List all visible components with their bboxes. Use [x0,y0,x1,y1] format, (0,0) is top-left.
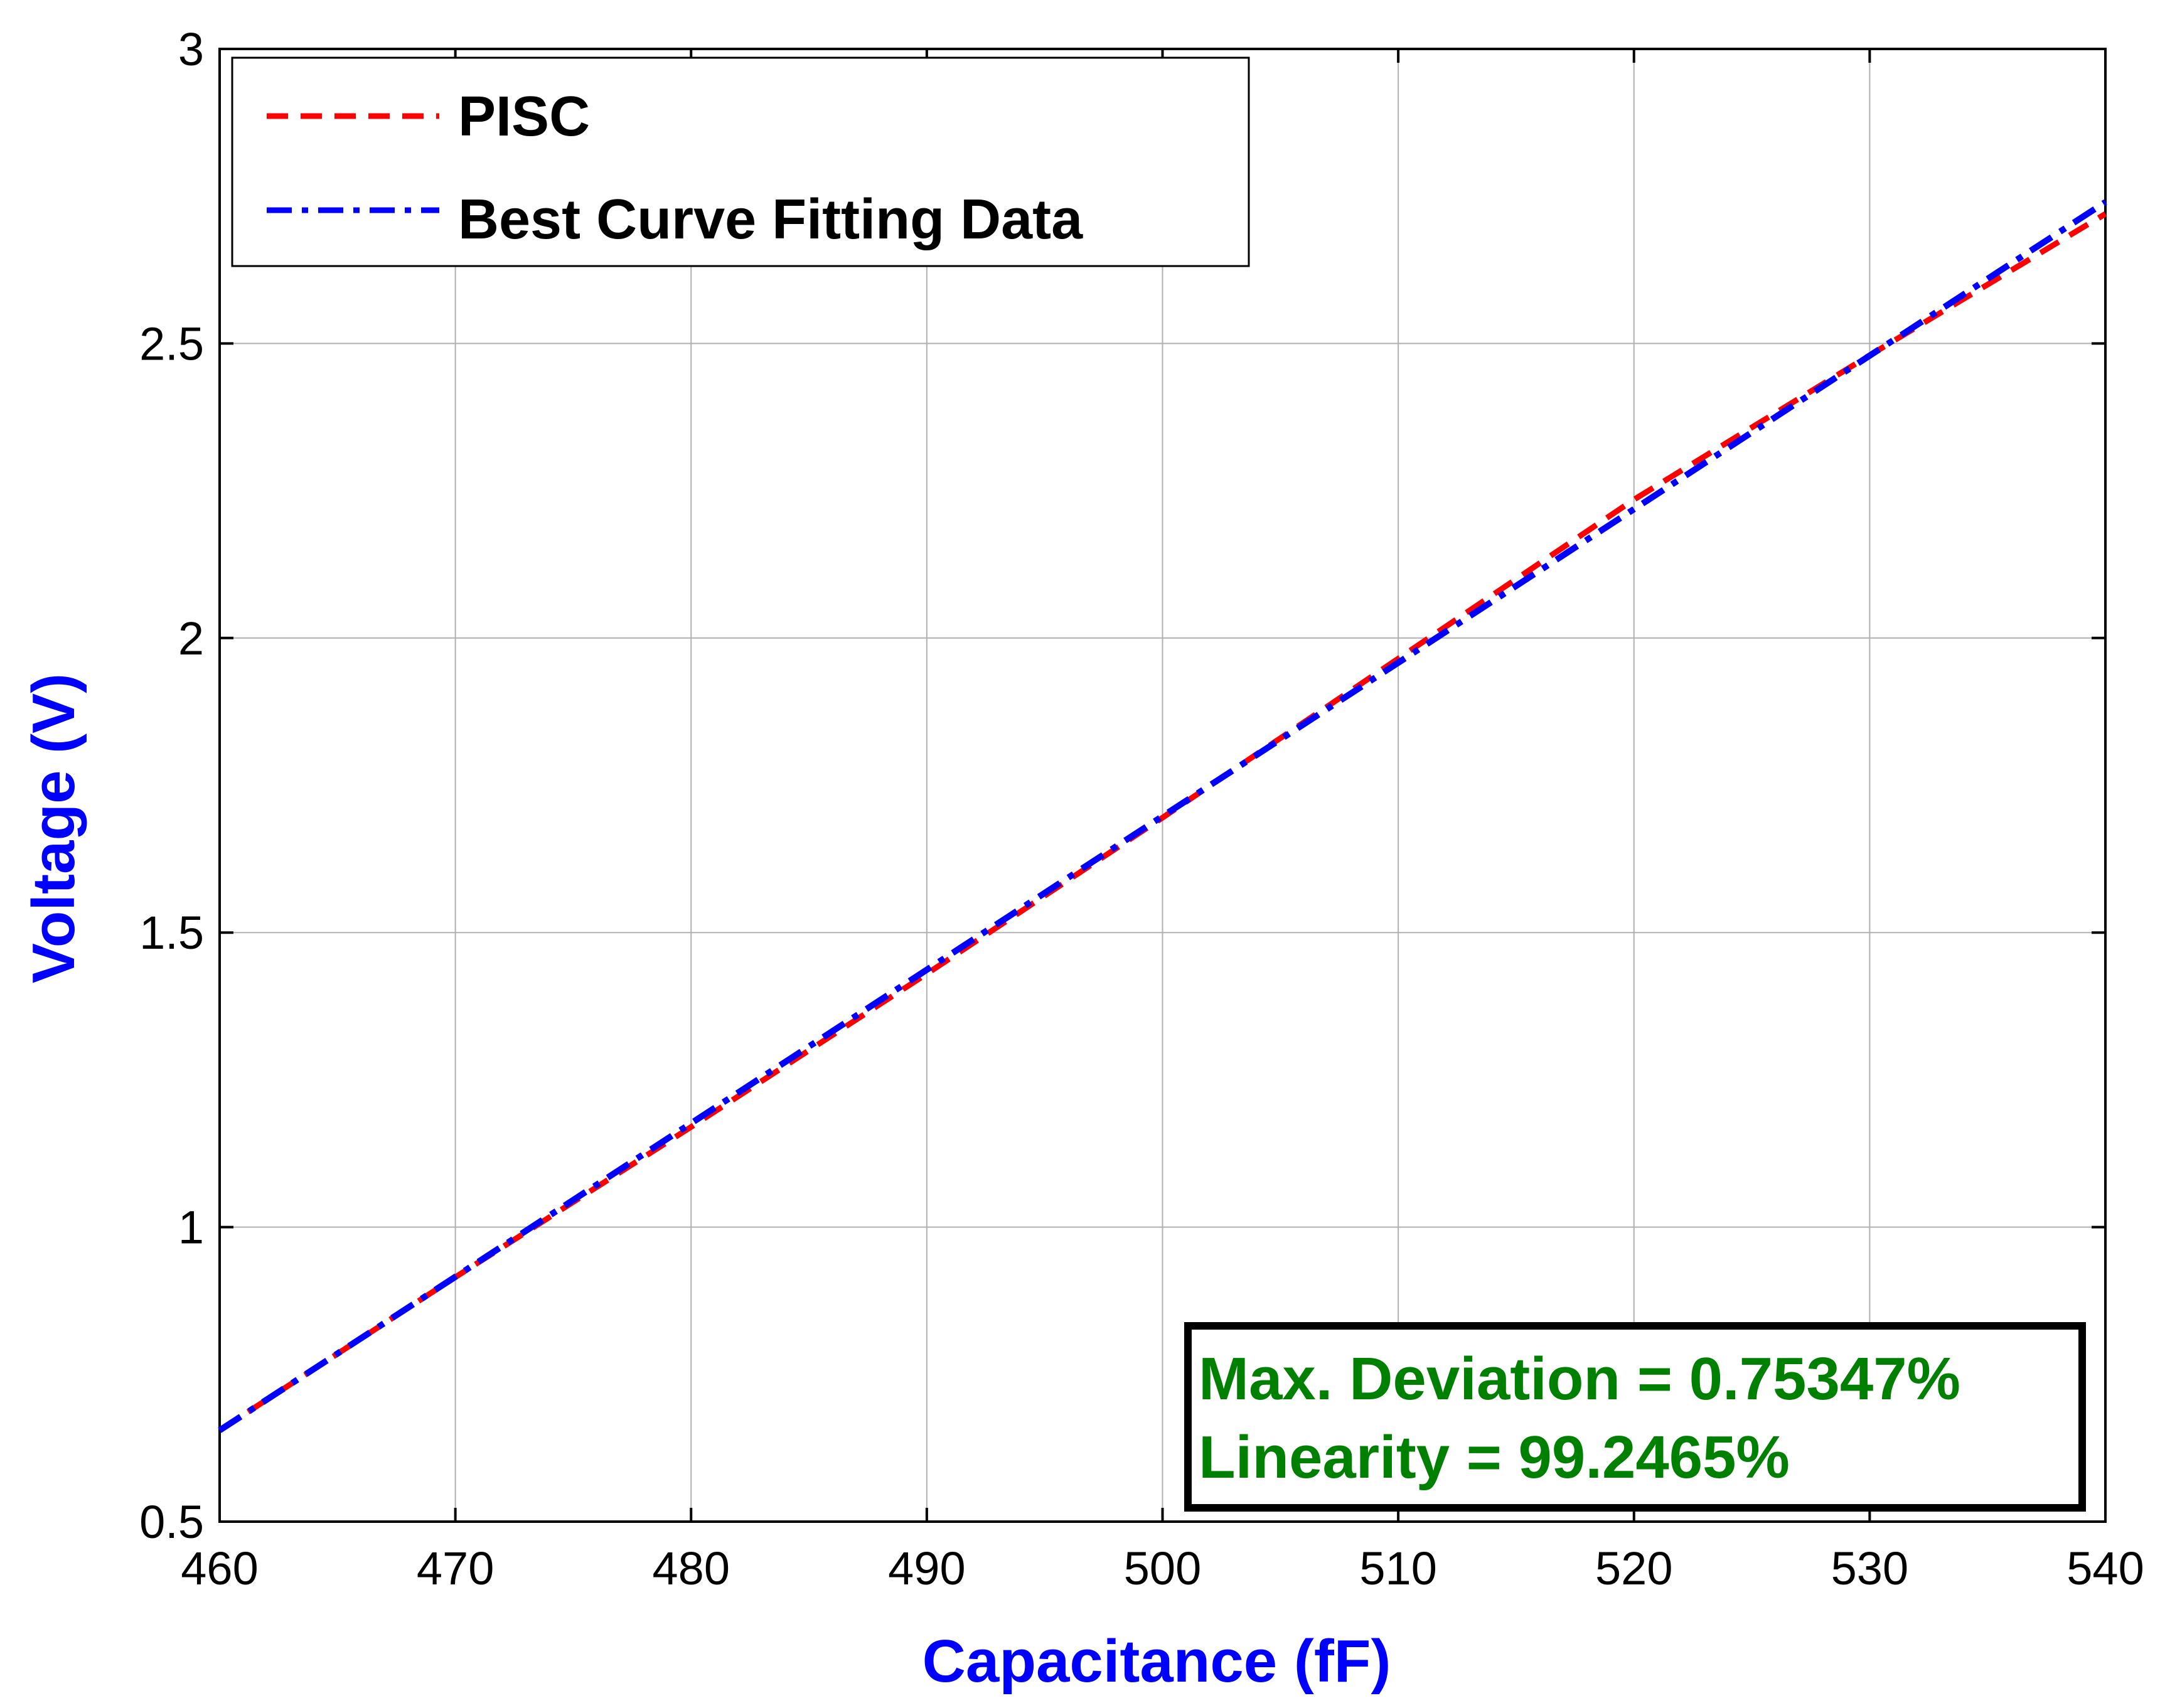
y-axis-title: Voltage (V) [20,673,87,983]
annotation-box: Max. Deviation = 0.75347% Linearity = 99… [1184,1322,2086,1512]
y-tick-label: 2 [178,612,204,665]
y-tick-label: 2.5 [139,318,204,370]
y-tick-label: 3 [178,23,204,75]
tick-labels: 460 470 480 490 500 510 520 530 540 0.5 1 1.5 2 2.5 3 [139,23,2144,1594]
legend-box [231,56,1250,267]
x-tick-label: 510 [1359,1542,1436,1594]
legend: PISC Best Curve Fitting Data [231,56,1250,267]
legend-label-best-fit: Best Curve Fitting Data [458,188,1083,251]
y-tick-label: 1.5 [139,907,204,959]
x-tick-label: 530 [1831,1542,1908,1594]
legend-label-pisc: PISC [458,85,590,148]
x-axis-title: Capacitance (fF) [922,1628,1391,1695]
x-tick-label: 490 [888,1542,965,1594]
annotation-frame [1184,1322,2086,1512]
axes-box [218,48,2107,1523]
series-lines [218,199,2107,1433]
linearity-annotation: Linearity = 99.2465% [1199,1424,1790,1491]
series-line-best-curve-fitting-data [218,199,2107,1433]
x-tick-label: 460 [181,1542,258,1594]
x-tick-label: 480 [653,1542,730,1594]
y-tick-label: 1 [178,1202,204,1254]
max-deviation-annotation: Max. Deviation = 0.75347% [1199,1345,1960,1412]
y-tick-label: 0.5 [139,1496,204,1548]
x-tick-label: 470 [417,1542,494,1594]
x-tick-label: 500 [1124,1542,1201,1594]
x-tick-label: 520 [1595,1542,1672,1594]
plot-frame [218,48,2107,1523]
x-tick-label: 540 [2066,1542,2144,1594]
